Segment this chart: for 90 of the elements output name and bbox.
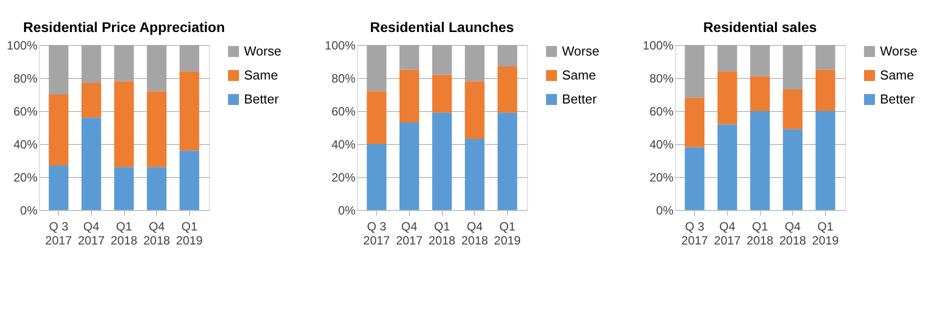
legend-label: Worse [562,44,600,58]
bar [782,45,802,90]
legend-label: Same [244,68,278,82]
chart-title: Residential sales [703,19,818,35]
bar [366,91,386,144]
x-tick-label: Q1 2018 [110,220,138,248]
x-tick-label: Q4 2018 [461,220,488,248]
x-tick-label: Q4 2017 [396,220,423,248]
bar [782,129,802,210]
bar [750,45,770,76]
y-tick-label: 0% [20,204,38,218]
y-tick-label: 100% [642,38,674,52]
y-tick-label: 20% [649,170,674,184]
bar [718,45,738,72]
legend-label: Better [244,92,280,106]
chart-title: Residential Launches [370,19,514,35]
bar [816,111,836,210]
bar [432,45,452,75]
bar [400,70,420,123]
y-tick-label: 20% [331,170,356,184]
y-tick-label: 100% [6,38,38,52]
bar [180,71,200,151]
y-tick-label: 40% [13,138,38,152]
y-tick-label: 60% [13,104,38,118]
bar [750,76,770,111]
bar [82,118,102,210]
legend-label: Better [562,92,598,106]
x-tick-label: Q 3 2017 [45,220,72,248]
bar [82,45,102,83]
x-tick-label: Q1 2018 [428,220,456,248]
bar [432,112,452,210]
bar [146,167,166,210]
x-tick-label: Q 3 2017 [681,220,708,248]
y-tick-label: 40% [649,138,674,152]
bar [366,45,386,92]
bar [498,66,518,113]
bar [684,98,704,148]
bar [400,122,420,210]
bar [498,45,518,66]
bar [366,144,386,210]
legend-label: Better [880,92,916,106]
bar [498,112,518,210]
bar [114,81,134,168]
x-tick-label: Q4 2017 [78,220,105,248]
y-tick-label: 80% [649,72,674,86]
bar [114,167,134,210]
x-tick-label: Q4 2018 [143,220,170,248]
y-tick-label: 0% [338,204,356,218]
y-tick-label: 80% [331,72,356,86]
bar [464,139,484,210]
bar [400,45,420,70]
bar [684,45,704,98]
y-tick-label: 60% [331,104,356,118]
y-tick-label: 80% [13,72,38,86]
bar [782,90,802,130]
y-tick-label: 100% [324,38,356,52]
bar [114,45,134,82]
x-tick-label: Q1 2019 [176,220,204,248]
chart-title: Residential Price Appreciation [23,19,225,35]
x-tick-label: Q1 2018 [746,220,774,248]
bar [718,71,738,124]
x-tick-label: Q1 2019 [494,220,522,248]
bar [816,70,836,111]
bar [464,45,484,82]
y-tick-label: 20% [13,170,38,184]
bar [82,82,102,118]
bar [180,150,200,210]
bar [146,45,166,92]
bar [684,147,704,210]
x-tick-label: Q4 2017 [714,220,741,248]
x-tick-label: Q1 2019 [812,220,840,248]
legend-label: Same [880,68,914,82]
bar [48,45,68,94]
y-tick-label: 60% [649,104,674,118]
legend-label: Worse [244,44,282,58]
bar [464,81,484,140]
bar [180,45,200,72]
bar [48,165,68,210]
bar [146,91,166,168]
bar [750,111,770,210]
legend-label: Worse [880,44,918,58]
y-tick-label: 0% [656,204,674,218]
legend-label: Same [562,68,596,82]
x-tick-label: Q 3 2017 [363,220,390,248]
bar [816,45,836,70]
bar [718,124,738,210]
bar [48,94,68,166]
y-tick-label: 40% [331,138,356,152]
x-tick-label: Q4 2018 [779,220,806,248]
bar [432,74,452,113]
